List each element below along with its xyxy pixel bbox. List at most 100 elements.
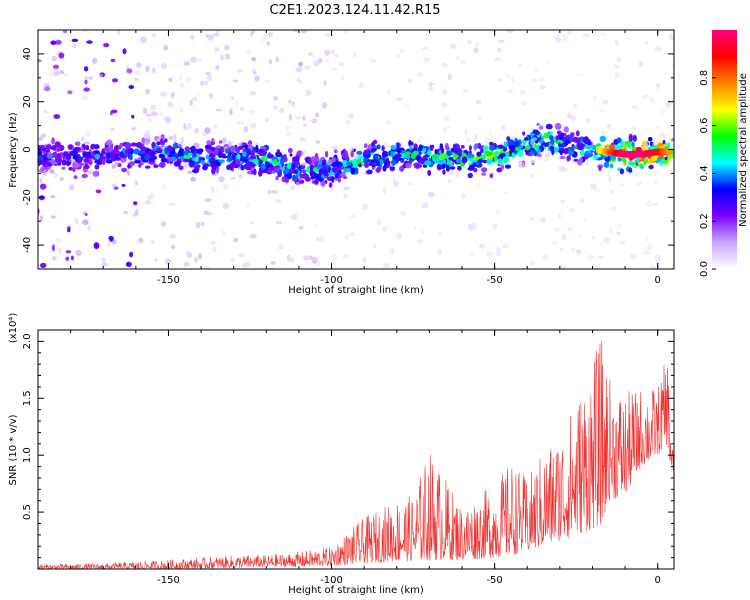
heatmap-cell xyxy=(331,146,339,150)
heatmap-cell xyxy=(532,137,538,141)
snr-y-label: SNR (10 * v/v) xyxy=(8,414,19,485)
heatmap-cell xyxy=(587,139,591,146)
heatmap-cell xyxy=(114,161,119,168)
heatmap-cell xyxy=(561,233,567,241)
heatmap-cell xyxy=(50,169,55,174)
heatmap-cell xyxy=(331,161,338,168)
heatmap-cell xyxy=(204,127,211,134)
heatmap-cell xyxy=(233,237,238,243)
heatmap-cell xyxy=(554,227,560,233)
heatmap-cell xyxy=(246,49,252,55)
heatmap-cell xyxy=(286,163,292,170)
heatmap-cell xyxy=(448,157,454,161)
heatmap-cell xyxy=(237,154,241,160)
spectrogram-x-label: Height of straight line (km) xyxy=(288,285,424,296)
heatmap-cell xyxy=(513,150,518,154)
heatmap-cell xyxy=(492,223,498,230)
heatmap-cell xyxy=(166,156,173,162)
heatmap-cell xyxy=(113,186,119,190)
heatmap-cell xyxy=(142,107,148,115)
heatmap-cell xyxy=(563,148,569,154)
heatmap-cell xyxy=(63,73,68,77)
heatmap-cell xyxy=(461,156,468,164)
heatmap-cell xyxy=(481,167,488,173)
heatmap-cell xyxy=(176,158,182,163)
heatmap-cell xyxy=(285,125,290,132)
heatmap-cell xyxy=(260,163,266,170)
heatmap-cell xyxy=(423,57,428,64)
heatmap-cell xyxy=(134,180,138,186)
heatmap-cell xyxy=(303,65,311,70)
heatmap-cell xyxy=(576,73,582,77)
heatmap-cell xyxy=(496,246,501,254)
heatmap-cell xyxy=(554,122,562,130)
heatmap-cell xyxy=(50,40,57,45)
heatmap-cell xyxy=(205,71,212,75)
heatmap-cell xyxy=(349,232,356,236)
heatmap-cell xyxy=(375,159,381,166)
heatmap-cell xyxy=(144,129,151,135)
heatmap-cell xyxy=(59,70,65,75)
heatmap-cell xyxy=(131,126,137,131)
heatmap-cell xyxy=(443,115,450,122)
heatmap-cell xyxy=(218,176,225,183)
heatmap-cell xyxy=(126,169,130,176)
heatmap-cell xyxy=(582,33,590,38)
heatmap-cell xyxy=(183,61,190,67)
heatmap-cell xyxy=(135,62,142,68)
heatmap-cell xyxy=(575,137,581,144)
heatmap-cell xyxy=(601,32,605,37)
heatmap-cell xyxy=(219,146,224,153)
snr-scale-note: (x10⁴) xyxy=(8,313,19,344)
heatmap-cell xyxy=(212,246,217,253)
heatmap-cell xyxy=(324,33,331,37)
heatmap-cell xyxy=(560,199,566,204)
heatmap-cell xyxy=(325,150,329,158)
heatmap-cell xyxy=(183,261,190,267)
heatmap-cell xyxy=(140,146,147,151)
heatmap-cell xyxy=(537,123,545,131)
heatmap-cell xyxy=(349,214,356,219)
heatmap-cell xyxy=(529,160,537,164)
heatmap-cell xyxy=(550,138,555,145)
heatmap-cell xyxy=(163,116,170,121)
heatmap-cell xyxy=(121,167,128,173)
heatmap-cell xyxy=(94,150,98,154)
heatmap-cell xyxy=(59,176,64,182)
snr-series-line xyxy=(38,340,674,569)
heatmap-cell xyxy=(222,183,230,190)
heatmap-cell xyxy=(350,167,356,175)
heatmap-cell xyxy=(168,77,173,82)
heatmap-cell xyxy=(267,153,272,159)
heatmap-cell xyxy=(132,213,138,217)
heatmap-cell xyxy=(636,181,642,186)
heatmap-cell xyxy=(50,215,56,219)
heatmap-cell xyxy=(545,123,553,130)
heatmap-cell xyxy=(382,187,386,195)
y-tick-label: -40 xyxy=(22,237,33,253)
heatmap-cell xyxy=(389,165,395,172)
heatmap-cell xyxy=(367,144,372,151)
heatmap-cell xyxy=(572,103,578,109)
heatmap-cell xyxy=(121,183,126,187)
heatmap-cell xyxy=(629,253,637,260)
heatmap-cell xyxy=(443,127,447,133)
heatmap-cell xyxy=(114,150,121,155)
heatmap-cell xyxy=(238,142,245,146)
heatmap-cell xyxy=(51,137,55,145)
heatmap-cell xyxy=(214,147,219,154)
heatmap-cell xyxy=(151,240,155,244)
heatmap-cell xyxy=(539,85,546,90)
heatmap-cell xyxy=(73,146,81,152)
heatmap-cell xyxy=(530,139,536,146)
heatmap-cell xyxy=(220,54,224,61)
heatmap-cell xyxy=(629,161,637,166)
heatmap-cell xyxy=(74,218,79,225)
heatmap-cell xyxy=(469,224,474,232)
heatmap-cell xyxy=(343,192,348,199)
y-tick-label: 20 xyxy=(22,95,33,108)
heatmap-cell xyxy=(353,154,360,160)
heatmap-cell xyxy=(201,132,206,137)
heatmap-cell xyxy=(271,170,275,174)
heatmap-cell xyxy=(620,162,626,166)
